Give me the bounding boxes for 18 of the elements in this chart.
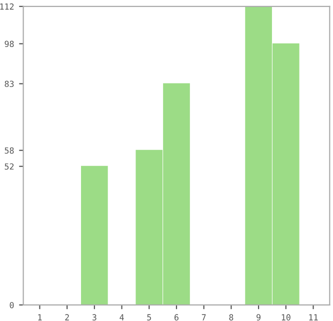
x-tick-label: 3 (92, 314, 96, 320)
x-tick-label: 6 (174, 314, 178, 320)
x-tick-label: 10 (282, 314, 290, 320)
y-tick-label: 52 (4, 163, 14, 170)
x-tick-label: 7 (202, 314, 206, 320)
y-tick-label: 83 (4, 80, 14, 88)
x-tick-label: 2 (65, 314, 69, 320)
y-tick-label: 0 (10, 302, 14, 308)
x-tick-label: 8 (229, 314, 234, 320)
x-tick-label: 1 (38, 314, 42, 320)
y-tick-label: 112 (0, 3, 14, 10)
x-tick-label: 5 (147, 314, 151, 320)
bar (81, 166, 108, 305)
y-tick-label: 98 (4, 40, 14, 48)
x-tick-label: 11 (309, 314, 318, 320)
x-tick-label: 9 (256, 314, 260, 320)
x-tick-label: 4 (120, 314, 124, 320)
y-tick-label: 58 (4, 147, 14, 154)
